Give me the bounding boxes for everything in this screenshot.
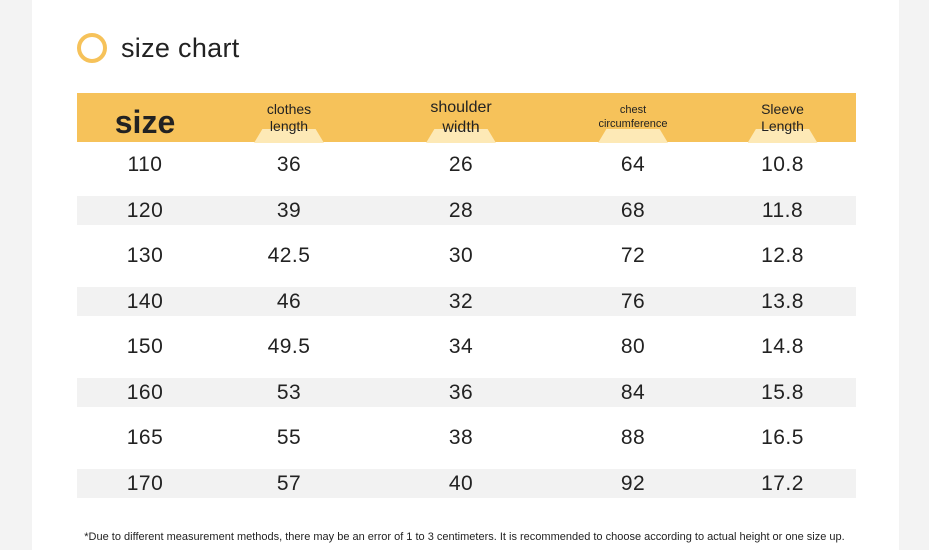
table-row: 140 46 32 76 13.8 [77, 287, 856, 316]
header-chest-circumference: chest circumference [557, 93, 709, 143]
header-label: size [114, 104, 176, 141]
table-cell: 170 [126, 471, 164, 495]
circle-icon [77, 33, 107, 63]
table-row: 120 39 28 68 11.8 [77, 196, 856, 225]
header-label-line: shoulder [430, 99, 492, 117]
table-cell: 72 [620, 244, 646, 267]
header-tab-decoration [426, 129, 496, 143]
table-row: 170 57 40 92 17.2 [77, 469, 856, 498]
table-cell: 30 [448, 244, 474, 267]
table-cell: 17.2 [761, 471, 804, 495]
page-title: size chart [121, 32, 240, 63]
table-cell: 80 [620, 335, 646, 358]
header-label-line: circumference [598, 117, 668, 130]
table-cell: 55 [276, 426, 302, 449]
header-label-line: Sleeve [761, 100, 804, 117]
header-shoulder-width: shoulder width [365, 93, 557, 143]
table-row: 165 55 38 88 16.5 [77, 415, 856, 461]
table-cell: 92 [620, 471, 646, 495]
table-cell: 64 [620, 153, 646, 176]
table-cell: 14.8 [761, 335, 804, 358]
table-cell: 110 [127, 153, 163, 176]
table-body: 110 36 26 64 10.8 120 39 28 68 11.8 130 42.5 30 72 12.… [77, 142, 856, 498]
header-label-line: length [269, 117, 309, 134]
table-cell: 39 [276, 198, 302, 222]
header-tab-decoration [254, 129, 324, 143]
header-clothes-length: clothes length [213, 93, 365, 143]
title-row: size chart [77, 30, 240, 66]
header-label-line: Length [761, 117, 804, 134]
size-table: size clothes length shoulder width chest… [77, 93, 856, 506]
table-cell: 150 [126, 335, 164, 358]
table-cell: 42.5 [267, 244, 311, 267]
table-header: size clothes length shoulder width chest… [77, 93, 856, 143]
table-cell: 88 [620, 426, 646, 449]
table-cell: 53 [276, 380, 302, 404]
table-cell: 28 [448, 198, 474, 222]
table-cell: 11.8 [761, 198, 804, 222]
table-cell: 10.8 [761, 153, 804, 176]
table-cell: 130 [126, 244, 164, 267]
table-cell: 36 [276, 153, 302, 176]
table-cell: 26 [448, 153, 474, 176]
table-row: 150 49.5 34 80 14.8 [77, 324, 856, 370]
table-cell: 38 [448, 426, 474, 449]
table-row: 110 36 26 64 10.8 [77, 142, 856, 188]
table-cell: 13.8 [761, 289, 804, 313]
header-label-line: chest [619, 104, 647, 117]
header-size: size [77, 93, 213, 142]
table-cell: 32 [448, 289, 474, 313]
table-cell: 34 [448, 335, 474, 358]
size-chart-sheet [32, 0, 899, 550]
table-cell: 49.5 [267, 335, 311, 358]
header-label-line: width [442, 118, 480, 136]
table-cell: 57 [276, 471, 302, 495]
table-row: 130 42.5 30 72 12.8 [77, 233, 856, 279]
header-label-line: clothes [266, 100, 312, 117]
header-tab-decoration [747, 129, 818, 143]
table-cell: 16.5 [761, 426, 804, 449]
footnote: *Due to different measurement methods, t… [84, 531, 845, 543]
table-cell: 160 [126, 380, 164, 404]
table-cell: 36 [448, 380, 474, 404]
header-sleeve-length: Sleeve Length [709, 93, 856, 143]
table-cell: 68 [620, 198, 646, 222]
table-cell: 15.8 [761, 380, 804, 404]
table-cell: 84 [620, 380, 646, 404]
table-cell: 40 [448, 471, 474, 495]
header-tab-decoration [598, 129, 668, 143]
table-cell: 76 [620, 289, 646, 313]
table-cell: 165 [126, 426, 164, 449]
table-cell: 46 [276, 289, 302, 313]
table-cell: 120 [126, 198, 164, 222]
table-row: 160 53 36 84 15.8 [77, 378, 856, 407]
table-cell: 140 [126, 289, 164, 313]
table-cell: 12.8 [761, 244, 804, 267]
